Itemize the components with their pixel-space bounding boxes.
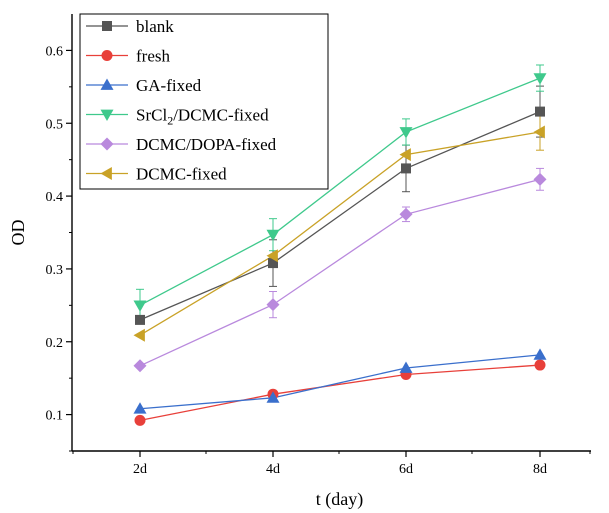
data-point-blank [268,258,278,269]
series-line-dcmc-fixed [139,131,541,336]
data-point-ga-fixed [133,402,147,414]
x-tick-label: 4d [266,462,280,477]
legend-label-ga-fixed: GA-fixed [136,76,202,95]
data-point-blank [535,106,545,117]
y-axis-title: OD [8,220,28,246]
legend-marker-ga-fixed [100,78,114,90]
legend-marker-dcmc-fixed [100,167,112,180]
legend-box [79,13,329,190]
x-tick-label: 2d [133,462,147,477]
legend-label-dcmc-dopa-fixed: DCMC/DOPA-fixed [136,135,277,154]
data-point-blank [135,314,145,325]
data-point-srcl2-dcmc-fixed [133,300,147,312]
data-point-dcmc-fixed [266,249,278,263]
x-axis-title: t (day) [316,489,363,510]
legend-label-dcmc-fixed: DCMC-fixed [136,165,227,184]
data-point-blank [401,163,411,174]
data-point-dcmc-dopa-fixed [133,359,147,373]
legend-marker-srcl2-dcmc-fixed [100,109,114,121]
legend-label-srcl2-dcmc-fixed: SrCl2/DCMC-fixed [136,106,269,128]
legend: blank fresh GA-fixed SrCl2/DCMC-fixed DCMC/D… [79,13,329,190]
y-tick-label: 0.6 [46,44,64,59]
data-point-ga-fixed [533,348,547,360]
legend-marker-blank [102,21,112,31]
legend-label-part: /DCMC-fixed [173,106,269,125]
data-point-ga-fixed [266,391,280,403]
y-tick-label: 0.2 [46,336,64,351]
legend-marker-dcmc-dopa-fixed [100,137,114,151]
data-point-srcl2-dcmc-fixed [533,73,547,85]
data-point-fresh [134,414,146,426]
data-point-dcmc-dopa-fixed [266,298,280,312]
data-point-dcmc-dopa-fixed [533,172,547,186]
y-tick-label: 0.1 [46,409,64,424]
axes: 0.1 0.2 0.3 0.4 0.5 0.6 2d 4d 6d 8d [46,14,591,477]
legend-label-part: SrCl [136,106,167,125]
data-point-srcl2-dcmc-fixed [266,229,280,242]
data-point-dcmc-fixed [399,148,411,162]
series-line-blank [139,110,541,321]
legend-label-blank: blank [136,17,174,36]
series-line-dcmc-dopa-fixed [139,178,541,367]
data-point-fresh [534,359,546,371]
x-tick-label: 8d [533,462,547,477]
data-point-srcl2-dcmc-fixed [399,127,413,139]
series-line-ga-fixed [139,354,541,410]
series-lines [139,77,541,422]
y-tick-label: 0.3 [46,263,64,278]
legend-marker-fresh [101,50,113,61]
series-line-srcl2-dcmc-fixed [139,77,541,306]
data-point-dcmc-fixed [133,328,145,342]
data-point-dcmc-fixed [533,125,545,139]
data-point-dcmc-dopa-fixed [399,207,413,221]
y-tick-label: 0.5 [46,117,64,132]
legend-label-subscript: 2 [167,114,173,128]
legend-label-fresh: fresh [136,47,170,66]
series-line-fresh [139,364,541,422]
x-tick-label: 6d [399,462,413,477]
series-markers [133,73,547,426]
y-tick-label: 0.4 [46,190,64,205]
data-point-ga-fixed [399,361,413,373]
